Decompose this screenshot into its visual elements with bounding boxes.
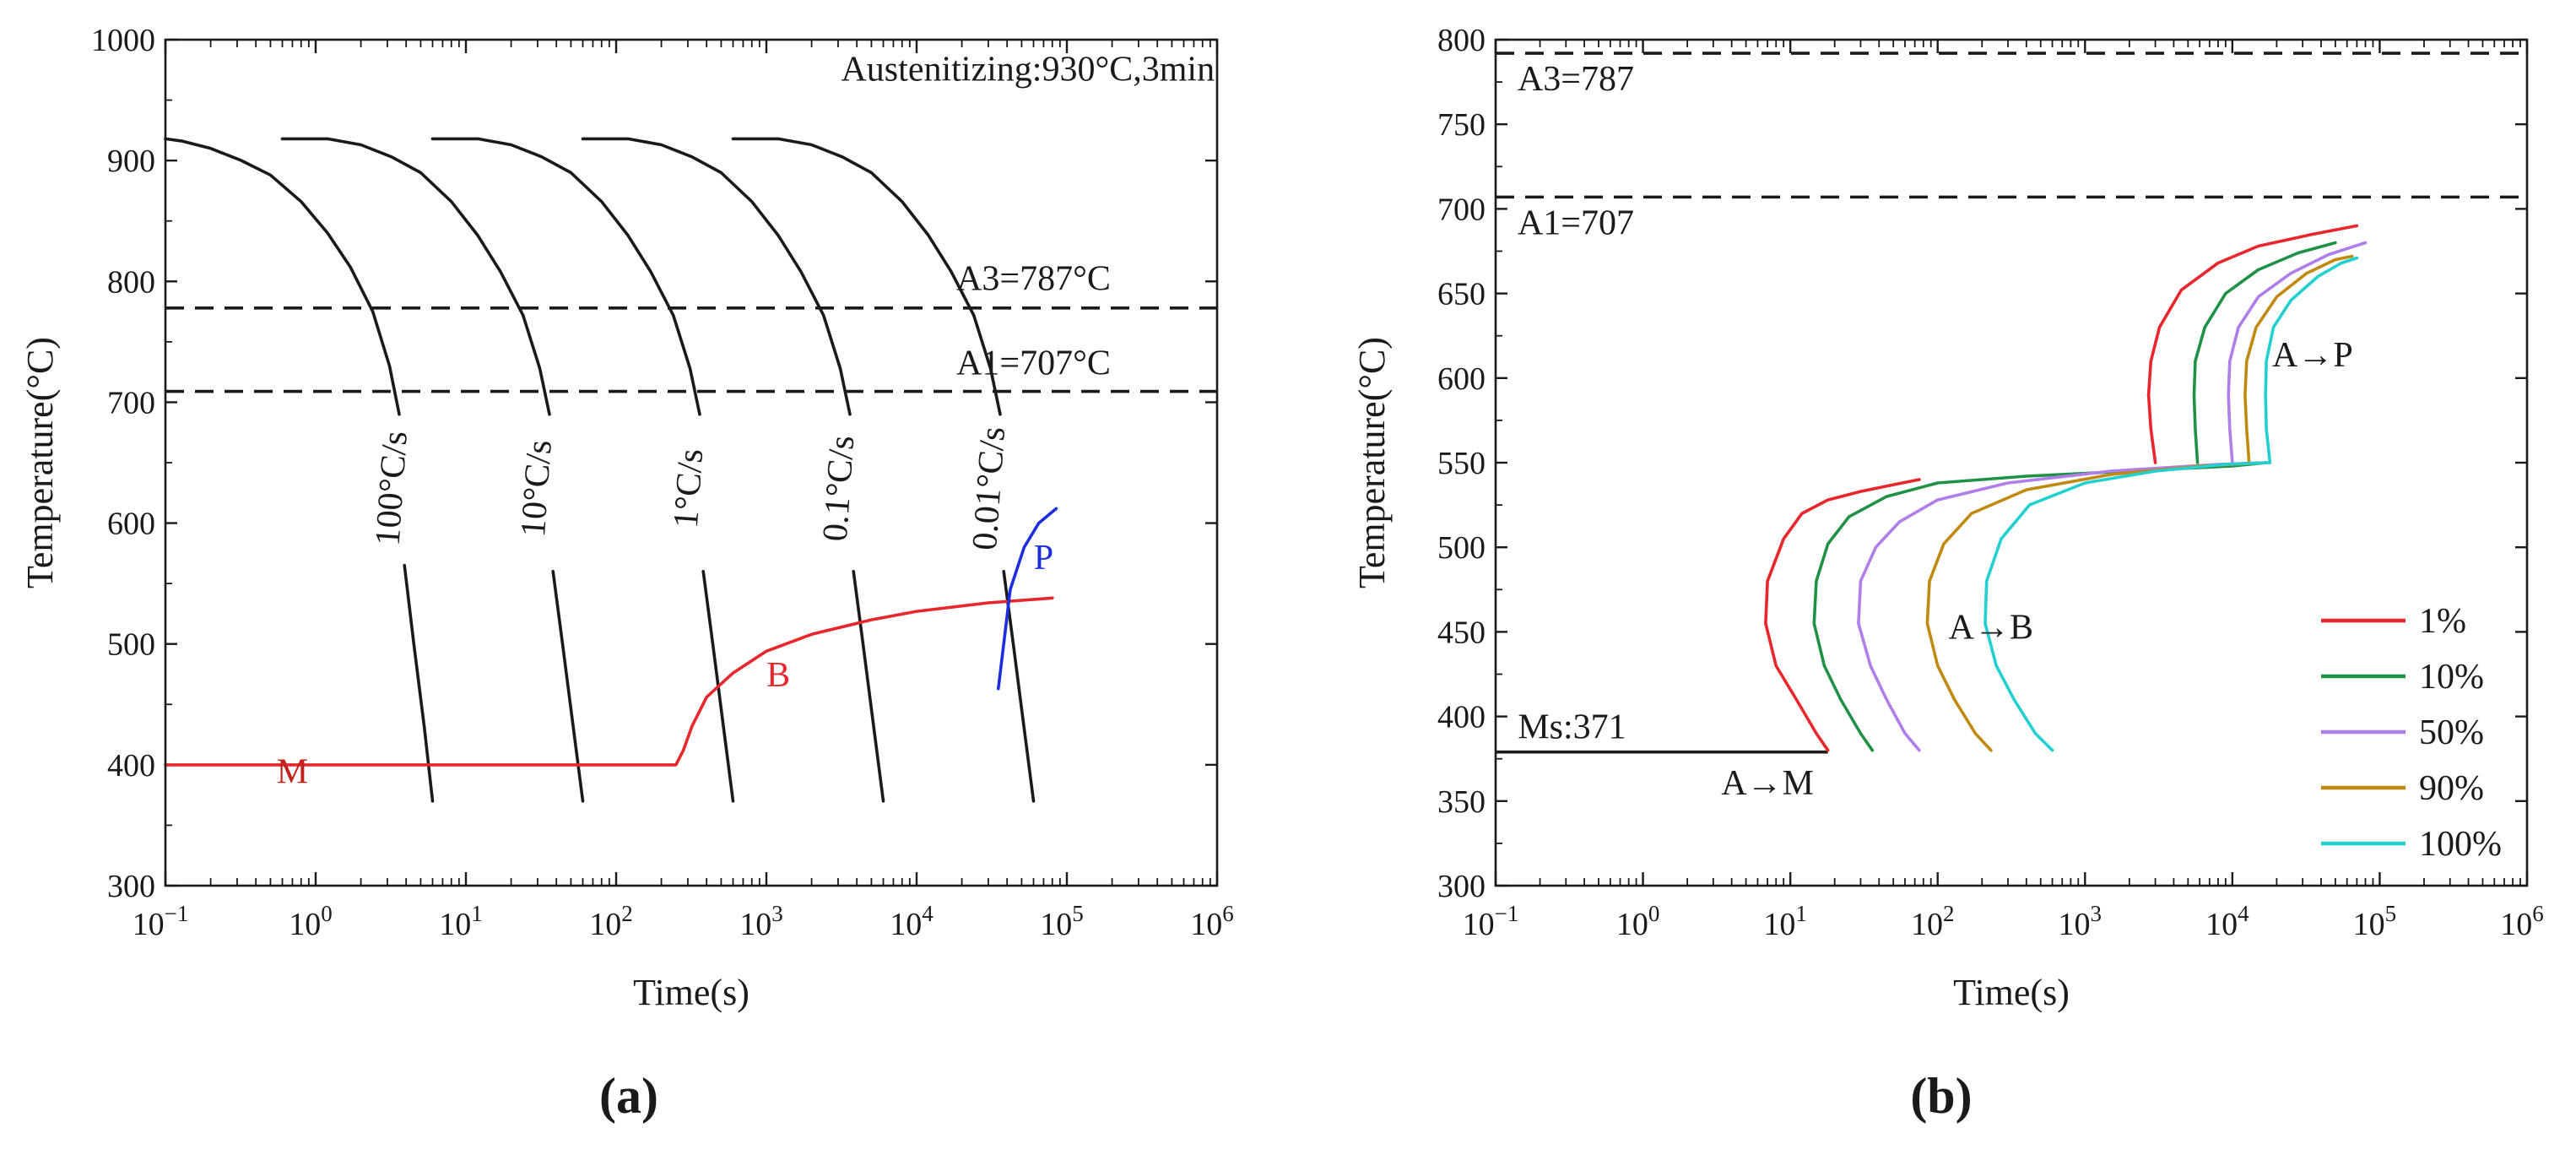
legend-label: 100% — [2419, 825, 2502, 864]
b-xtick-label: 10−1 — [1463, 901, 1519, 942]
cooling-rate-label: 100°C/s — [369, 430, 415, 547]
b-ytick-label: 550 — [1437, 446, 1486, 481]
annotation-a: M — [277, 752, 308, 791]
b-ytick-label: 650 — [1437, 277, 1486, 312]
cooling-curve-upper — [164, 137, 401, 416]
a-ytick-label: 400 — [107, 748, 155, 784]
a-xtick-label: 105 — [1040, 901, 1084, 942]
hline-label-a1-a: A1=707°C — [956, 344, 1111, 383]
b-ytick-label: 500 — [1437, 530, 1486, 566]
a-ytick-label: 1000 — [91, 23, 155, 58]
b-ytick-label: 350 — [1437, 784, 1486, 820]
series-90pct-bainite — [1925, 461, 2268, 752]
b-xtick-label: 103 — [2059, 901, 2102, 942]
series-50pct-pearlite — [2227, 241, 2368, 464]
b-xtick-label: 104 — [2205, 901, 2249, 942]
cooling-rate-label: 10°C/s — [514, 439, 560, 539]
b-ytick-label: 750 — [1437, 107, 1486, 143]
cooling-rate-label: 0.01°C/s — [966, 426, 1013, 551]
cooling-curve-upper — [280, 137, 551, 416]
a-ytick-label: 300 — [107, 869, 155, 904]
legend-b: 1% 10% 50% 90% 100% — [2321, 602, 2502, 864]
legend-label: 1% — [2419, 602, 2466, 641]
axis-ticks-a: 300 400 500 600 700 800 900 1000 10−1 100 101 102 10… — [91, 23, 1234, 942]
y-axis-label-a: Temperature(°C) — [19, 337, 61, 588]
plot-frame-a — [164, 38, 1219, 887]
hline-label-a3-b: A3=787 — [1518, 60, 1634, 99]
chart-panel-a: 300 400 500 600 700 800 900 1000 10−1 100 101 102 10… — [19, 23, 1234, 1124]
hline-label-a3-a: A3=787°C — [956, 259, 1111, 298]
legend-label: 10% — [2419, 658, 2484, 697]
b-xtick-label: 100 — [1616, 901, 1660, 942]
x-axis-label-b: Time(s) — [1953, 972, 2070, 1013]
annotation-a: B — [766, 656, 790, 695]
hline-label-a1-b: A1=707 — [1518, 203, 1634, 242]
phase-line-ms — [164, 596, 1054, 767]
series-10pct-pearlite — [2192, 241, 2337, 464]
plot-frame-b — [1494, 38, 2529, 887]
b-xtick-label: 105 — [2353, 901, 2397, 942]
series-100pct-bainite — [1983, 461, 2272, 752]
ms-label: Ms:371 — [1518, 708, 1626, 747]
series-50pct-bainite — [1857, 461, 2268, 752]
legend-label: 90% — [2419, 769, 2484, 808]
a-xtick-label: 104 — [890, 901, 934, 942]
panel-label-a: (a) — [599, 1068, 658, 1124]
a-xtick-label: 101 — [439, 901, 483, 942]
b-ytick-label: 400 — [1437, 700, 1486, 735]
annotation-b: A→B — [1949, 608, 2033, 647]
a-ytick-label: 600 — [107, 507, 155, 542]
b-ytick-label: 450 — [1437, 615, 1486, 650]
cooling-curve-upper — [430, 137, 701, 416]
plot-area-a: A3=787°C A1=707°C 100°C/s 10°C/s 1°C/s 0.1°C/… — [164, 51, 1217, 803]
cooling-curve-upper — [581, 137, 852, 416]
plot-area-b: A3=787 A1=707 Ms:371 A→P A→B A→M — [1496, 52, 2527, 803]
a-xtick-label: 106 — [1190, 901, 1234, 942]
x-axis-label-a: Time(s) — [633, 972, 750, 1013]
series-100pct-pearlite — [2264, 256, 2359, 464]
b-xtick-label: 106 — [2500, 901, 2544, 942]
annotation-a: P — [1034, 539, 1053, 578]
annotation-a: Austenitizing:930°C,3min — [841, 51, 1215, 89]
a-ytick-label: 500 — [107, 627, 155, 663]
b-ytick-label: 300 — [1437, 869, 1486, 904]
cooling-rate-label: 0.1°C/s — [816, 434, 863, 542]
b-xtick-label: 102 — [1911, 901, 1955, 942]
b-ytick-label: 700 — [1437, 192, 1486, 227]
b-ytick-label: 800 — [1437, 23, 1486, 58]
b-ytick-label: 600 — [1437, 361, 1486, 397]
a-xtick-label: 10−1 — [133, 901, 189, 942]
annotation-b: A→M — [1721, 764, 1814, 803]
panel-label-b: (b) — [1910, 1068, 1972, 1124]
series-90pct-pearlite — [2243, 254, 2354, 464]
phase-line-ps — [997, 507, 1058, 691]
series-1pct-bainite — [1764, 478, 1921, 752]
b-xtick-label: 101 — [1763, 901, 1807, 942]
axis-ticks-b: 300 350 400 450 500 550 600 650 700 750 800 10−1 100… — [1437, 23, 2544, 942]
a-xtick-label: 102 — [589, 901, 633, 942]
a-ytick-label: 800 — [107, 264, 155, 300]
series-1pct-pearlite — [2146, 224, 2359, 464]
legend-label: 50% — [2419, 713, 2484, 752]
y-axis-label-b: Temperature(°C) — [1351, 337, 1393, 588]
chart-panel-b: 300 350 400 450 500 550 600 650 700 750 800 10−1 100… — [1351, 23, 2544, 1124]
a-ytick-label: 700 — [107, 385, 155, 420]
a-xtick-label: 103 — [739, 901, 783, 942]
cooling-rate-label: 1°C/s — [667, 447, 711, 529]
a-ytick-label: 900 — [107, 144, 155, 179]
cooling-curve-upper — [731, 137, 1002, 416]
annotation-b: A→P — [2272, 336, 2353, 375]
a-xtick-label: 100 — [289, 901, 333, 942]
cooling-curve-lower — [852, 570, 885, 803]
